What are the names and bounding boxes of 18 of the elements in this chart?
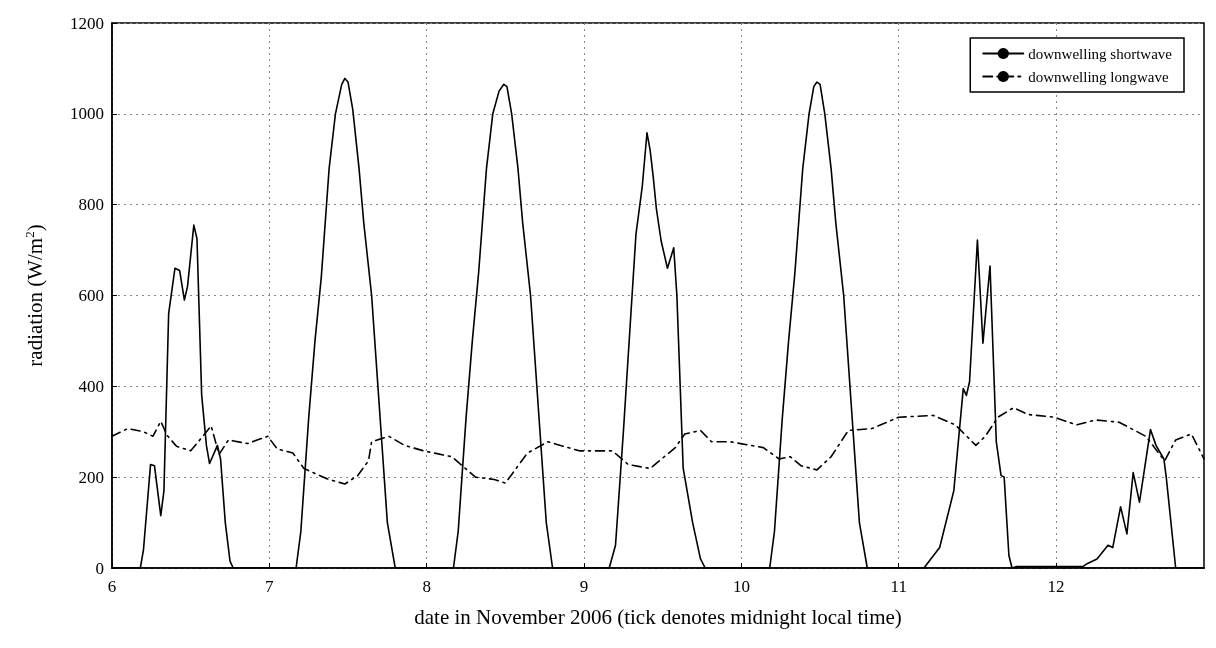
- x-tick-label: 11: [890, 577, 907, 596]
- x-tick-label: 9: [579, 577, 589, 596]
- y-tick-label: 200: [78, 467, 104, 487]
- x-tick-label: 7: [265, 577, 275, 596]
- legend-label: downwelling longwave: [1028, 68, 1170, 85]
- y-tick-label: 600: [78, 286, 104, 305]
- x-tick-label: 10: [732, 577, 750, 596]
- legend-label: downwelling shortwave: [1028, 45, 1173, 62]
- y-tick-label: 1200: [70, 13, 104, 33]
- y-axis-title: radiation (W/m2): [22, 224, 47, 367]
- x-tick-label: 8: [422, 577, 431, 596]
- y-tick-label: 400: [78, 376, 104, 396]
- y-tick-label: 0: [95, 558, 104, 578]
- y-tick-label: 800: [78, 195, 104, 215]
- y-tick-label: 1000: [70, 104, 104, 124]
- x-tick-label: 12: [1047, 577, 1065, 596]
- x-tick-label: 6: [107, 577, 117, 596]
- x-axis-title: date in November 2006 (tick denotes midnight local time): [414, 604, 902, 629]
